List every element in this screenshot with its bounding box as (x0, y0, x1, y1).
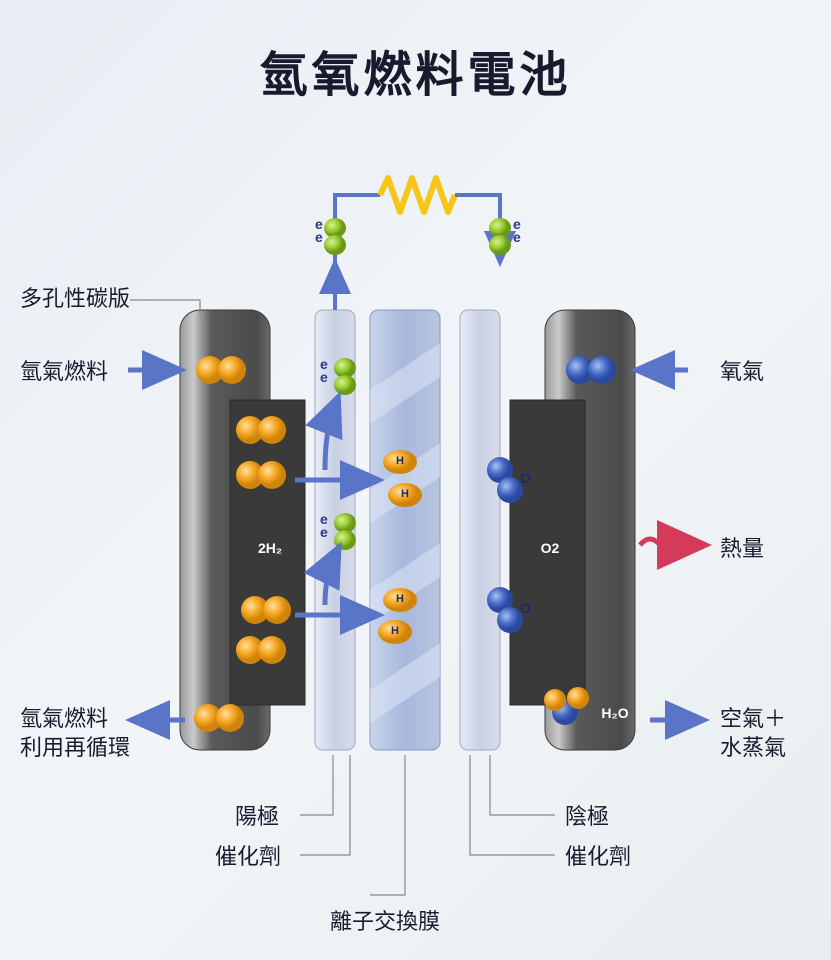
label-catalyst-left: 催化劑 (215, 843, 281, 872)
label-o2: O2 (530, 540, 570, 556)
label-cathode: 陰極 (565, 803, 609, 832)
e-label-i2: ee (320, 513, 328, 540)
label-oxygen: 氧氣 (720, 358, 764, 387)
e-label-i1: ee (320, 358, 328, 385)
h-label-2: H (401, 488, 409, 500)
label-air-vapor: 空氣＋ 水蒸氣 (720, 705, 786, 762)
label-anode: 陽極 (235, 803, 279, 832)
label-2h2: 2H₂ (250, 540, 290, 556)
o-label-2: O (520, 600, 531, 616)
label-catalyst-right: 催化劑 (565, 843, 631, 872)
h-label-3: H (396, 593, 404, 605)
fuel-cell-diagram (0, 0, 831, 960)
label-porous-carbon: 多孔性碳版 (20, 285, 130, 314)
e-label-tl: ee (315, 218, 323, 245)
o-label-1: O (520, 470, 531, 486)
electron-pair-right-top (489, 218, 511, 255)
right-catalyst (460, 310, 500, 750)
label-membrane: 離子交換膜 (330, 908, 440, 937)
electron-pair-left-top (324, 218, 346, 255)
h-label-4: H (391, 625, 399, 637)
h-label-1: H (396, 455, 404, 467)
label-heat: 熱量 (720, 535, 764, 564)
e-label-tr: ee (513, 218, 521, 245)
label-hydrogen-recycle: 氫氣燃料 利用再循環 (20, 705, 130, 762)
arrow-heat (640, 539, 692, 551)
resistor-icon (380, 178, 455, 212)
label-h2o: H₂O (595, 705, 635, 721)
label-hydrogen-fuel: 氫氣燃料 (20, 358, 108, 387)
